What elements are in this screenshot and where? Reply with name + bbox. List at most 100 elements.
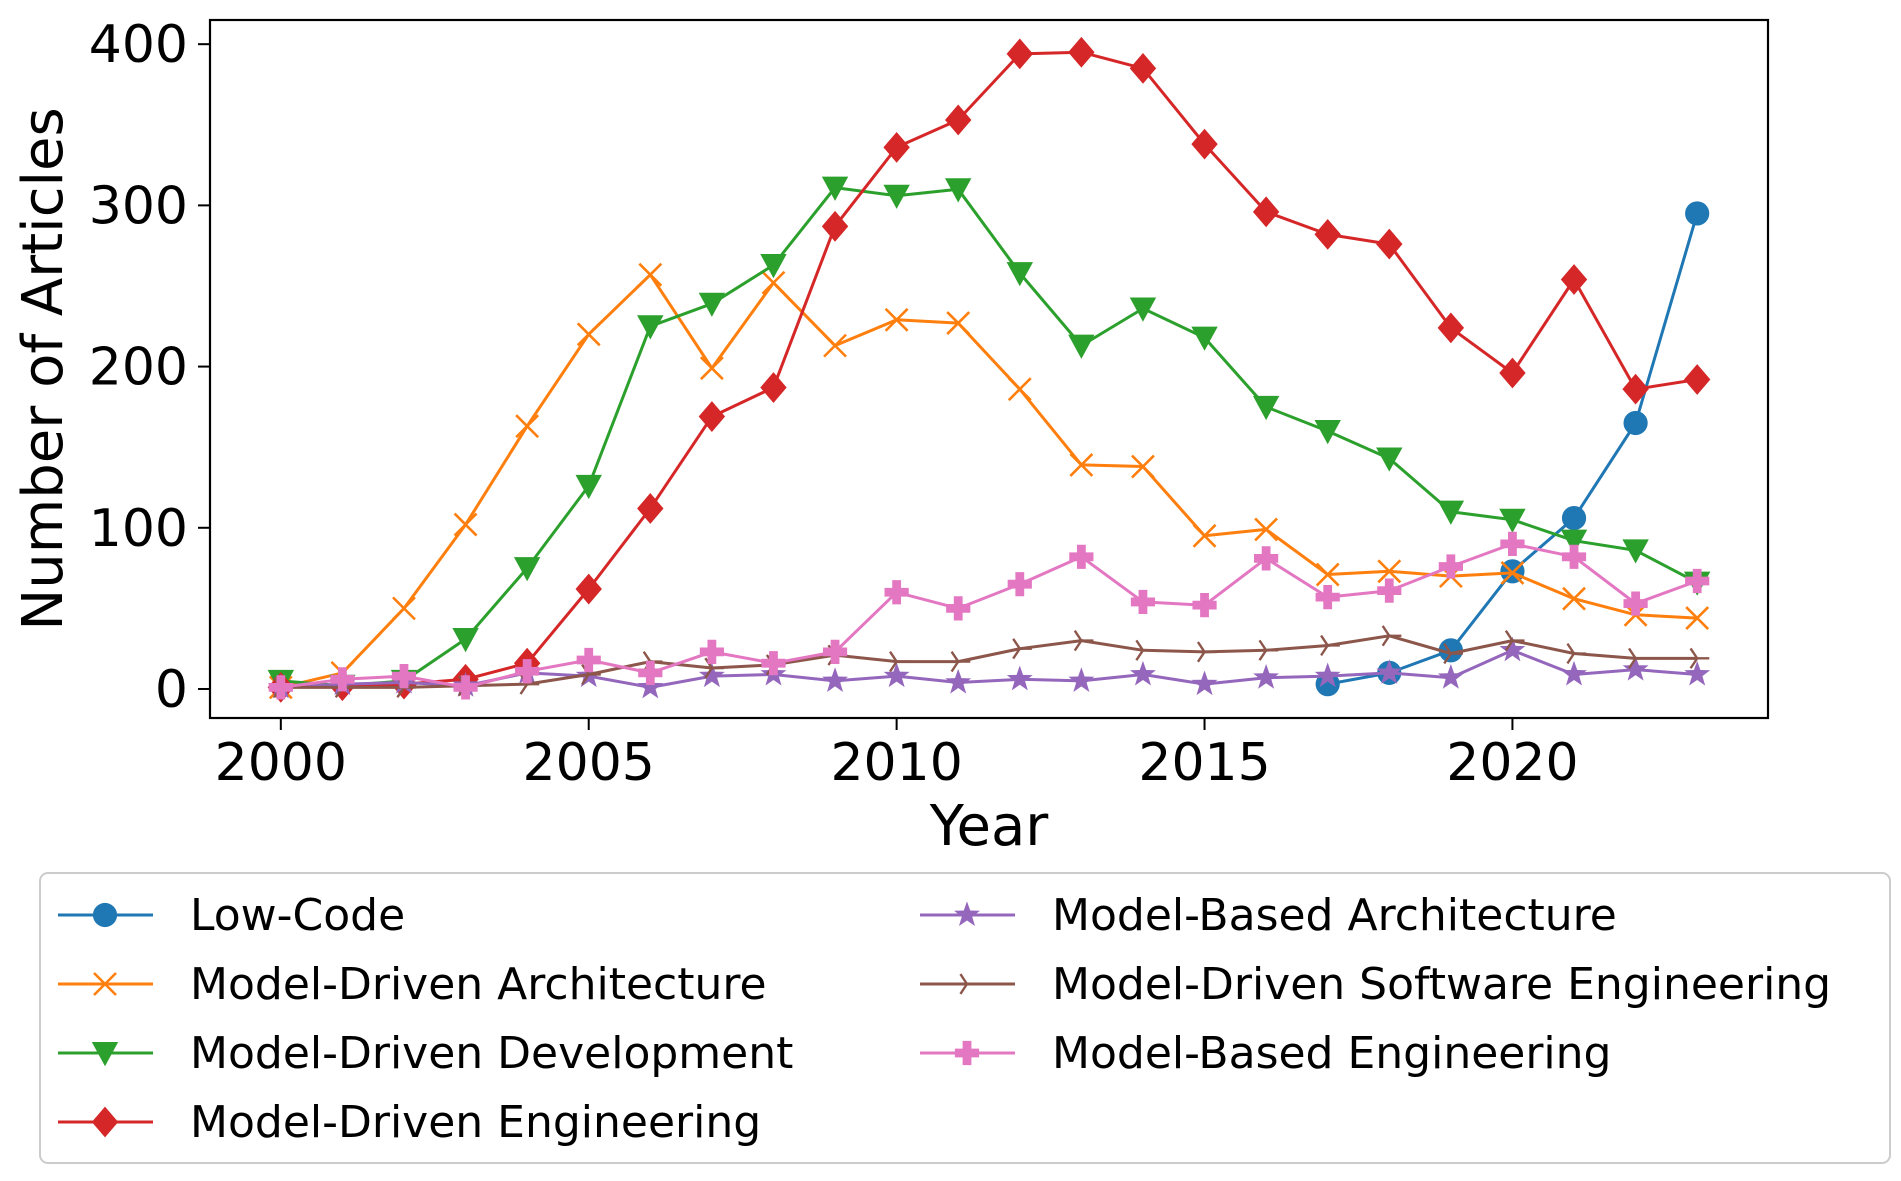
data-point-model-driven-software-engineering-2022: [1628, 647, 1648, 669]
data-point-model-driven-architecture-2018: [1377, 559, 1402, 584]
data-point-model-driven-engineering-2021: [1560, 264, 1588, 295]
data-point-model-driven-engineering-2015: [1191, 128, 1218, 160]
data-point-model-driven-development-2007: [698, 292, 726, 317]
data-point-model-based-architecture-2015: [1191, 670, 1218, 696]
data-point-model-driven-engineering-2022: [1622, 373, 1649, 405]
data-point-model-driven-engineering-2008: [760, 372, 787, 403]
data-point-model-driven-architecture-2010: [884, 307, 909, 332]
data-point-low-code-2021: [1561, 506, 1587, 531]
data-point-model-driven-engineering-2017: [1314, 218, 1341, 250]
data-point-model-based-engineering-2016: [1254, 546, 1279, 571]
data-point-model-based-engineering-2004: [515, 659, 540, 684]
data-point-model-driven-development-2022: [1622, 539, 1649, 564]
data-point-model-driven-engineering-2012: [1006, 38, 1033, 70]
data-point-model-driven-software-engineering-2011: [950, 651, 971, 673]
data-point-model-driven-software-engineering-2023: [1689, 647, 1710, 669]
data-point-model-based-engineering-2008: [761, 651, 786, 676]
legend-marker-model-based-architecture: [954, 901, 980, 927]
data-point-model-driven-development-2015: [1191, 326, 1218, 351]
data-point-model-based-architecture-2009: [822, 667, 849, 692]
data-point-model-based-engineering-2015: [1192, 593, 1217, 618]
data-point-model-driven-architecture-2008: [761, 270, 786, 295]
legend-item-model-based-architecture: Model-Based Architecture: [920, 890, 1617, 941]
y-tick-label-0: 0: [155, 660, 188, 720]
legend-item-low-code: Low-Code: [58, 890, 405, 941]
legend-label-low-code: Low-Code: [190, 890, 405, 941]
legend-label-model-based-architecture: Model-Based Architecture: [1052, 890, 1617, 941]
data-point-model-driven-architecture-2011: [946, 311, 971, 335]
data-point-low-code-2022: [1623, 410, 1648, 436]
y-tick-label-100: 100: [89, 499, 188, 559]
series-line-model-driven-engineering: [280, 50, 1698, 689]
series-model-driven-development: [267, 176, 1711, 699]
data-point-model-driven-engineering-2020: [1499, 357, 1526, 389]
data-point-model-driven-architecture-2009: [823, 333, 847, 358]
data-point-model-driven-architecture-2012: [1007, 377, 1032, 402]
data-point-model-driven-architecture-2003: [453, 512, 478, 537]
x-tick-label-2005: 2005: [523, 733, 655, 793]
data-point-model-driven-engineering-2005: [575, 573, 602, 605]
data-point-model-driven-engineering-2011: [945, 104, 972, 136]
data-point-model-driven-architecture-2020: [1500, 560, 1525, 585]
x-axis: 2000 2005 2010 2015 2020: [215, 718, 1579, 793]
x-axis-label: Year: [929, 794, 1050, 859]
x-tick-label-2015: 2015: [1138, 733, 1270, 793]
data-point-model-based-architecture-2021: [1561, 660, 1587, 686]
data-point-model-based-engineering-2014: [1130, 589, 1156, 615]
x-tick-label-2000: 2000: [215, 733, 347, 793]
data-point-model-driven-architecture-2023: [1685, 606, 1710, 630]
data-point-model-driven-engineering-2019: [1437, 312, 1465, 344]
x-tick-label-2020: 2020: [1446, 733, 1578, 793]
data-point-model-driven-architecture-2016: [1254, 517, 1279, 542]
data-point-model-driven-architecture-2007: [699, 356, 724, 381]
data-point-model-driven-engineering-2009: [821, 210, 849, 242]
data-point-model-driven-software-engineering-2021: [1566, 642, 1587, 665]
data-point-model-driven-architecture-2005: [576, 322, 601, 347]
legend-label-model-driven-software-engineering: Model-Driven Software Engineering: [1052, 959, 1831, 1010]
data-point-model-based-engineering-2005: [576, 647, 601, 673]
legend-item-model-driven-software-engineering: Model-Driven Software Engineering: [920, 959, 1831, 1010]
y-tick-label-200: 200: [89, 338, 188, 398]
data-point-model-driven-development-2019: [1437, 500, 1465, 525]
data-point-model-driven-software-engineering-2020: [1504, 630, 1525, 652]
legend-label-model-driven-development: Model-Driven Development: [190, 1028, 793, 1079]
data-point-model-driven-architecture-2021: [1562, 586, 1586, 611]
data-point-model-driven-engineering-2014: [1129, 52, 1157, 84]
data-point-model-driven-development-2016: [1252, 395, 1280, 421]
data-point-model-based-architecture-2010: [883, 662, 910, 688]
data-point-model-based-engineering-2022: [1623, 591, 1648, 616]
data-point-model-based-architecture-2019: [1437, 664, 1464, 689]
data-point-model-based-architecture-2023: [1684, 660, 1711, 686]
y-axis: 0 100 200 300 400: [89, 15, 210, 720]
legend-marker-model-based-engineering: [954, 1040, 980, 1066]
data-point-model-driven-development-2013: [1068, 334, 1095, 359]
legend-marker-model-driven-software-engineering: [959, 973, 980, 995]
data-point-model-driven-development-2020: [1499, 508, 1526, 533]
series-line-model-driven-software-engineering: [280, 634, 1698, 689]
data-point-model-driven-architecture-2015: [1192, 523, 1217, 548]
data-point-model-based-engineering-2023: [1685, 568, 1710, 594]
data-point-model-based-engineering-2013: [1069, 544, 1094, 569]
x-tick-label-2010: 2010: [830, 733, 962, 793]
data-point-model-based-architecture-2012: [1006, 665, 1033, 691]
data-point-model-driven-development-2006: [637, 315, 664, 340]
data-point-model-driven-development-2004: [513, 557, 541, 582]
data-point-model-driven-engineering-2013: [1068, 36, 1095, 68]
data-point-model-driven-development-2017: [1314, 420, 1341, 445]
data-point-model-driven-development-2009: [821, 176, 849, 201]
data-point-model-driven-development-2003: [452, 628, 479, 653]
data-point-model-driven-development-2011: [945, 178, 972, 203]
data-point-model-driven-engineering-2010: [883, 131, 910, 163]
y-tick-label-300: 300: [89, 176, 188, 236]
legend-label-model-based-engineering: Model-Based Engineering: [1052, 1028, 1611, 1079]
legend-label-model-driven-architecture: Model-Driven Architecture: [190, 959, 767, 1010]
data-point-model-driven-software-engineering-2019: [1443, 642, 1463, 665]
data-point-model-driven-engineering-2018: [1376, 228, 1403, 260]
data-point-model-driven-architecture-2006: [638, 262, 663, 287]
data-point-model-based-architecture-2022: [1622, 655, 1649, 681]
data-point-model-driven-engineering-2007: [698, 401, 726, 432]
legend-marker-model-driven-architecture: [93, 972, 117, 996]
series-model-driven-software-engineering: [273, 625, 1710, 698]
data-point-model-driven-software-engineering-2017: [1320, 634, 1340, 657]
data-point-model-based-engineering-2012: [1007, 572, 1032, 597]
